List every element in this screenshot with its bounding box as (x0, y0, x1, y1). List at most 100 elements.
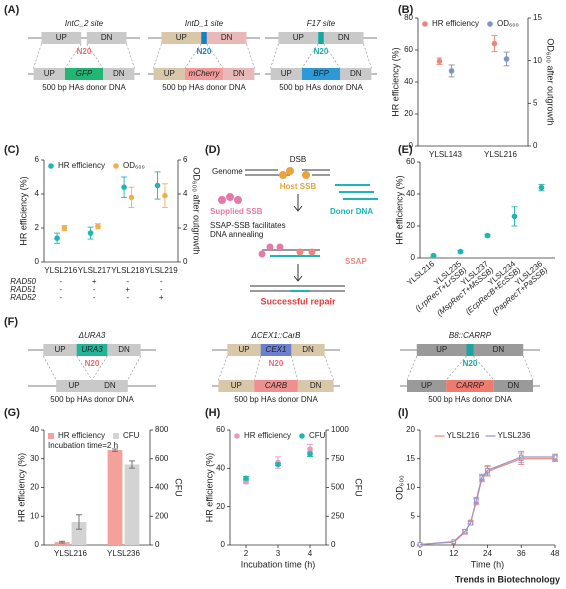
y-tick-label: 20 (406, 425, 415, 434)
legend-swatch (299, 433, 305, 439)
y-tick-label: 20 (30, 483, 39, 492)
y-tick-label: 20 (216, 502, 225, 511)
dn-label: DN (310, 381, 322, 390)
up-arm (41, 32, 82, 44)
point-marker (61, 225, 68, 231)
gene (64, 68, 104, 80)
y2-tick-label: 200 (155, 511, 169, 520)
legend-swatch (422, 21, 428, 27)
up-label: UP (421, 381, 432, 390)
homology-guide (33, 43, 42, 69)
ssap-label: SSAP (345, 257, 367, 266)
y-tick-label: 10 (30, 511, 39, 520)
host-ssb (302, 171, 310, 179)
dn-label: DN (302, 345, 314, 354)
point-marker (128, 194, 135, 201)
point-marker (95, 223, 101, 230)
homology-guide (406, 355, 418, 381)
homology-guide (127, 355, 141, 381)
up-label: UP (231, 381, 242, 390)
y2-axis-label: CFU (354, 478, 364, 497)
x-tick-label: 12 (449, 549, 458, 558)
y2-axis-label: CFU (174, 478, 184, 497)
legend: HR efficiency OD₆₀₀ (48, 161, 145, 170)
bar (71, 522, 87, 545)
donor-dn (340, 68, 372, 80)
panel-label: (C) (4, 144, 20, 156)
genotype-value: - (59, 293, 62, 302)
construct-title: IntD_1 site (185, 19, 224, 28)
genotype-value: + (92, 277, 97, 286)
construct-title: B8::CARRP (449, 331, 492, 340)
y-axis-label: OD₆₀₀ (394, 475, 404, 500)
dn-label: DN (113, 69, 125, 78)
host-ssb (286, 167, 294, 175)
y2-tick-label: 0 (331, 540, 336, 549)
y2-tick-label: 400 (155, 483, 169, 492)
point-marker (430, 252, 437, 259)
up-label: UP (281, 69, 292, 78)
y-tick-label: 80 (404, 13, 413, 22)
legend: YLSL216 YLSL236 (434, 431, 531, 440)
genotype-value: - (160, 277, 163, 286)
gene-label: BFP (313, 69, 329, 78)
legend-swatch (234, 433, 240, 439)
x-tick-label: 24 (483, 549, 492, 558)
x-tick-label: 0 (418, 549, 423, 558)
legend-label: HR efficiency (244, 431, 291, 440)
up-label: UP (293, 33, 304, 42)
up-label: UP (176, 33, 187, 42)
n20-label: N20 (314, 47, 329, 56)
donor-label: 500 bp HAs donor DNA (50, 395, 134, 404)
y2-tick-label: 1000 (331, 425, 349, 434)
dn-arm (291, 344, 325, 356)
y-tick-label: 0 (411, 540, 416, 549)
point-marker (121, 184, 127, 190)
ssap (350, 232, 360, 237)
y-tick-label: 40 (406, 189, 415, 198)
up-label: UP (69, 381, 80, 390)
dn-arm (206, 32, 247, 44)
point-marker (54, 235, 60, 241)
panel-label: (A) (4, 4, 20, 16)
x-tick-label: YLSL236 (107, 549, 140, 558)
up-label: UP (54, 345, 65, 354)
y-tick-label: 6 (35, 155, 40, 164)
donor-dn (493, 380, 533, 392)
supplied-ssb-label: Supplied SSB (210, 207, 263, 216)
gene-label: CARRP (456, 381, 485, 390)
y-tick-label: 0 (221, 540, 226, 549)
homology-guide (291, 355, 299, 381)
legend: HR efficiency OD₆₀₀ (422, 19, 519, 28)
bar (54, 542, 70, 545)
annealing-label: DNA annealing (210, 230, 263, 239)
locus-label: CEX1 (266, 345, 287, 354)
dn-label: DN (233, 69, 245, 78)
dn-label: DN (350, 69, 362, 78)
n20-site (318, 32, 324, 44)
homology-guide (43, 355, 57, 381)
y-tick-label: 40 (30, 425, 39, 434)
legend-swatch (113, 163, 119, 169)
supplied-ssb (276, 243, 284, 251)
legend-label: YLSL216 (447, 431, 480, 440)
locus (260, 344, 292, 356)
legend-label: YLSL236 (498, 431, 531, 440)
point-marker (484, 232, 491, 239)
y2-axis-label: OD₆₀₀ after outgrowth (192, 167, 202, 254)
x-tick-group: YLSL216 (405, 259, 436, 287)
point-marker (448, 68, 455, 74)
panel-label: (F) (4, 316, 18, 328)
supplied-ssb (258, 250, 266, 258)
y-tick-label: 60 (216, 425, 225, 434)
point-marker (436, 58, 443, 64)
point-marker (162, 192, 168, 199)
x-axis-label: Time (h) (471, 559, 504, 569)
y2-tick-label: 800 (155, 425, 169, 434)
y-tick-label: 2 (35, 223, 40, 232)
y2-tick-label: 0 (183, 257, 188, 266)
legend-swatch (487, 21, 493, 27)
y2-tick-label: 6 (183, 155, 188, 164)
homology-guide (246, 43, 255, 69)
locus-label: URA3 (81, 345, 103, 354)
